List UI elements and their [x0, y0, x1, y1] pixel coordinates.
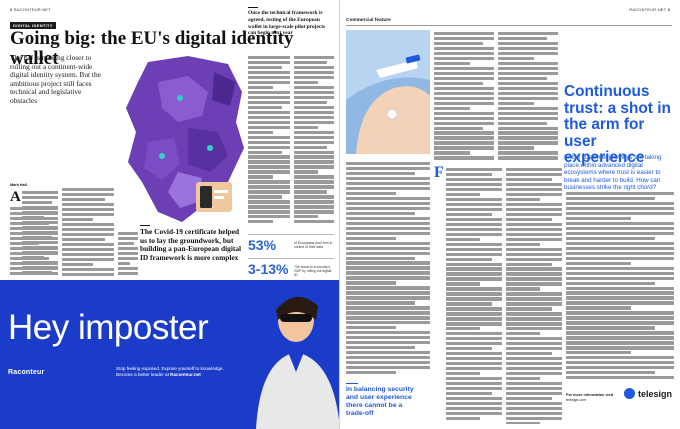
- body-column-r3: [346, 160, 430, 380]
- body-column-2: [62, 186, 114, 278]
- section-tag: DIGITAL IDENTITY: [10, 22, 56, 29]
- advert-body: Stop feeling exposed. Expose yourself to…: [116, 366, 224, 378]
- mid-quote-rule: [140, 225, 150, 226]
- stat-rule-2: [248, 258, 334, 259]
- article-standfirst: The EU is moving closer to rolling out a…: [10, 53, 101, 105]
- left-folio-text: RACONTEUR.NET: [13, 7, 51, 12]
- body-column-3: [118, 230, 138, 278]
- stat-block-1: 53% of Europeans don't feel in control o…: [248, 237, 332, 253]
- stat-block-2: 3-13% The boost to a country's GDP by ro…: [248, 261, 331, 277]
- more-info-label: For more information visit: [566, 393, 614, 397]
- left-folio: 2 RACONTEUR.NET: [10, 7, 51, 12]
- right-folio-number: 3: [667, 7, 670, 12]
- advert-line-2-text: Become a better leader at: [116, 372, 169, 377]
- advert-line-2: Become a better leader at Raconteur.net: [116, 372, 224, 378]
- stat-value: 3-13%: [248, 261, 289, 277]
- body-column-r2: [498, 30, 558, 162]
- left-folio-number: 2: [10, 7, 13, 12]
- europe-map-illustration: [118, 52, 248, 230]
- advert-title: Hey imposter: [8, 308, 209, 347]
- person-illustration: [236, 280, 339, 429]
- body-column-r5: [506, 166, 562, 424]
- hey-imposter-advert[interactable]: Hey imposter Raconteur Stop feeling expo…: [0, 280, 339, 429]
- arm-injection-photo: [346, 30, 430, 154]
- commercial-rule: [346, 25, 672, 26]
- raconteur-logo: Raconteur: [8, 369, 45, 376]
- body-column-1b: [10, 205, 58, 277]
- article-byline: Mark Hall: [10, 183, 27, 187]
- advert-line-1: Stop feeling exposed. Expose yourself to…: [116, 366, 224, 371]
- stat-description: The boost to a country's GDP by rolling …: [294, 265, 332, 278]
- feature-title: Continuous trust: a shot in the arm for …: [564, 83, 671, 167]
- top-pull-quote: Once the technical framework is agreed, …: [248, 10, 326, 37]
- right-pull-quote: In balancing security and user experienc…: [346, 386, 414, 417]
- advert-link[interactable]: Raconteur.net: [170, 372, 201, 377]
- left-page: 2 RACONTEUR.NET DIGITAL IDENTITY Going b…: [0, 0, 340, 429]
- article-headline: Going big: the EU's digital identity wal…: [10, 28, 294, 69]
- telesign-mark-icon: [624, 388, 635, 399]
- article-dropcap: A: [10, 189, 21, 205]
- stat-value: 53%: [248, 237, 277, 253]
- top-quote-rule: [248, 7, 258, 8]
- body-column-5: [294, 54, 334, 230]
- body-column-r4: [446, 166, 502, 424]
- stat-description: of Europeans don't feel in control of th…: [294, 241, 333, 250]
- body-column-r6: [566, 190, 674, 386]
- right-folio-text: RACONTEUR.NET: [629, 7, 667, 12]
- right-folio: RACONTEUR.NET 3: [629, 7, 670, 12]
- feature-subtitle: Entire customer journeys are taking plac…: [564, 154, 662, 192]
- more-info-link[interactable]: telesign.com: [566, 398, 587, 402]
- telesign-wordmark: telesign: [638, 388, 673, 399]
- body-column-4: [248, 54, 290, 230]
- telesign-logo: telesign: [624, 388, 672, 399]
- commercial-feature-label: Commercial feature: [346, 18, 391, 23]
- body-column-r1: [434, 30, 494, 162]
- right-quote-rule: [346, 383, 358, 384]
- mid-pull-quote: The Covid-19 certificate helped us to la…: [140, 227, 242, 262]
- right-page: RACONTEUR.NET 3 Commercial feature Conti…: [340, 0, 680, 429]
- stat-rule-1: [248, 234, 334, 235]
- feature-dropcap: F: [434, 164, 444, 181]
